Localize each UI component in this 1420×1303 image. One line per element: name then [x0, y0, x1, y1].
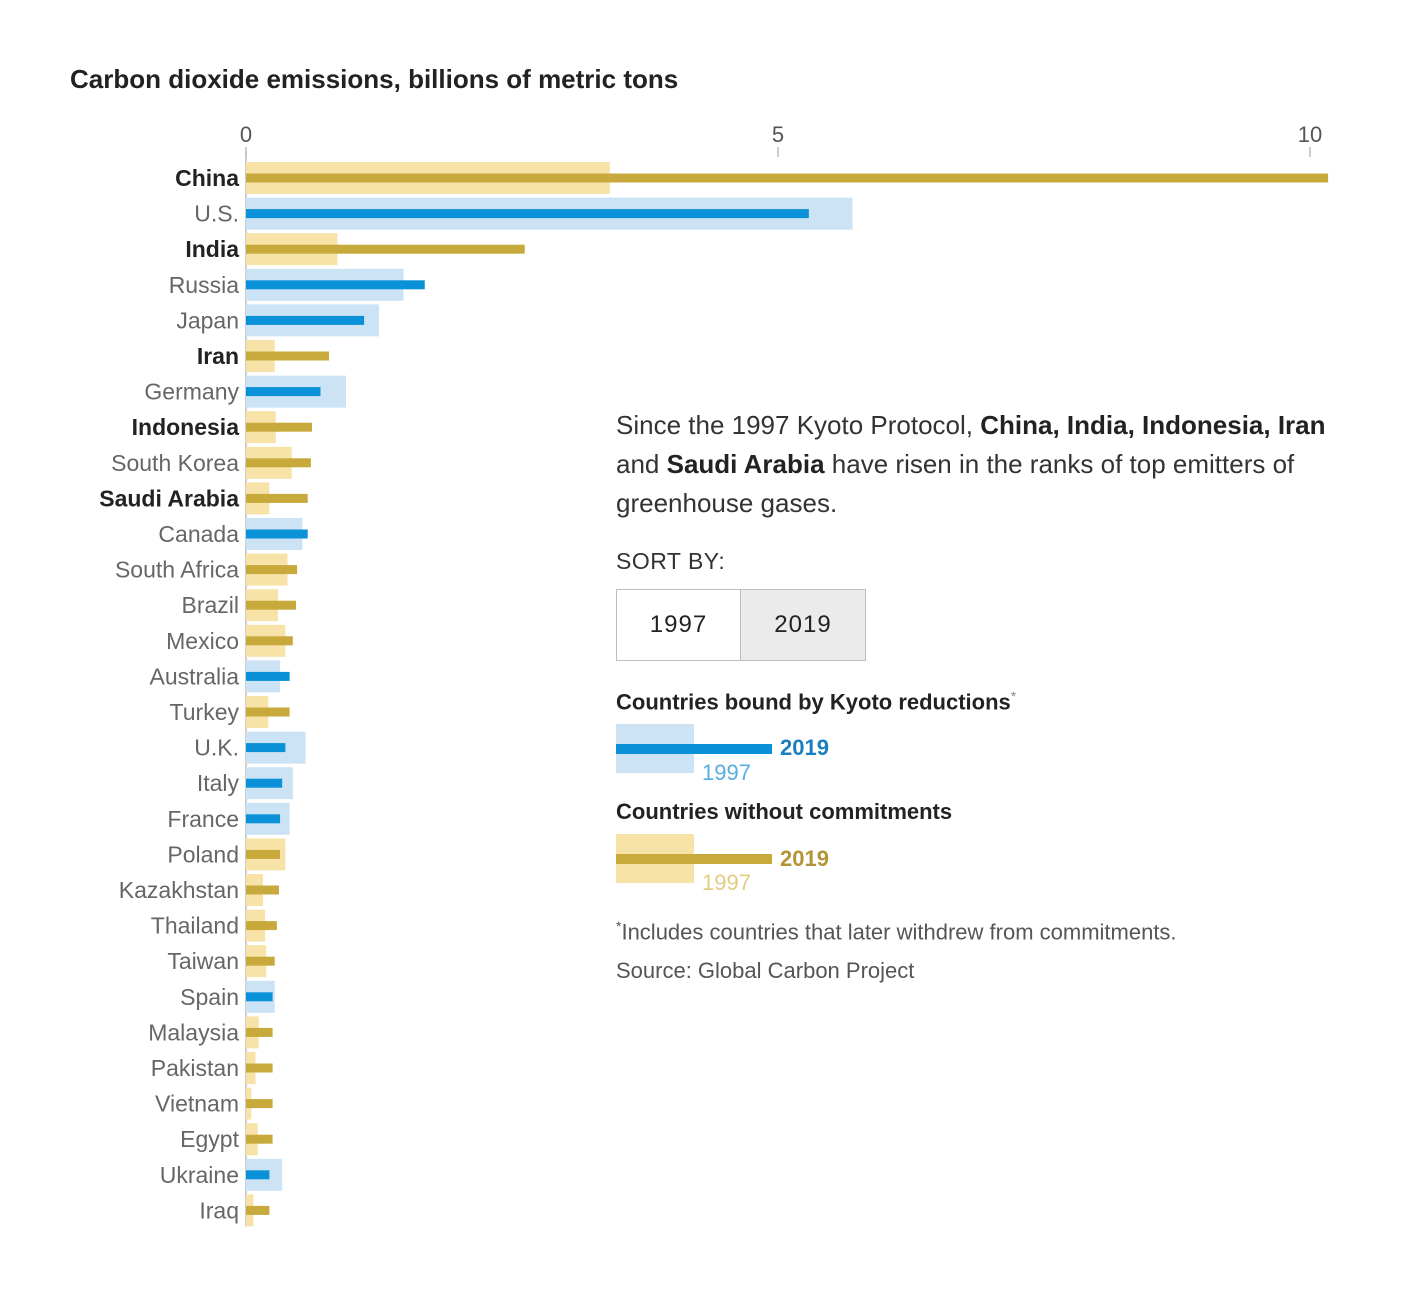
- chart-title: Carbon dioxide emissions, billions of me…: [70, 64, 679, 94]
- bar-2019-spain: [246, 992, 273, 1002]
- country-label-poland: Poland: [167, 841, 239, 867]
- footnote: *Includes countries that later withdrew …: [616, 918, 1177, 945]
- country-label-south-africa: South Africa: [115, 557, 239, 583]
- country-label-japan: Japan: [176, 307, 239, 333]
- footnote-text: Includes countries that later withdrew f…: [621, 919, 1177, 945]
- country-label-pakistan: Pakistan: [151, 1055, 239, 1081]
- bar-2019-kazakhstan: [246, 885, 279, 895]
- bar-2019-italy: [246, 778, 283, 788]
- description-bold-2: Saudi Arabia: [666, 449, 825, 479]
- country-label-brazil: Brazil: [181, 592, 239, 618]
- bar-2019-france: [246, 814, 281, 824]
- bar-2019-india: [246, 244, 525, 254]
- country-label-indonesia: Indonesia: [132, 414, 240, 440]
- bar-2019-iraq: [246, 1205, 270, 1215]
- x-tick-label-5: 5: [772, 122, 784, 147]
- bar-2019-pakistan: [246, 1063, 273, 1073]
- bar-2019-egypt: [246, 1134, 273, 1144]
- legend-bound-swatch: [616, 724, 772, 773]
- bar-2019-australia: [246, 671, 290, 681]
- country-label-u-s: U.S.: [194, 201, 239, 227]
- country-label-u-k: U.K.: [194, 735, 239, 761]
- sort-2019-button[interactable]: 2019: [741, 589, 866, 661]
- bar-2019-poland: [246, 849, 281, 859]
- country-label-germany: Germany: [144, 379, 239, 405]
- bar-2019-china: [246, 173, 1329, 183]
- sort-1997-button[interactable]: 1997: [616, 589, 741, 661]
- country-label-france: France: [167, 806, 239, 832]
- sort-label: SORT BY:: [616, 548, 726, 574]
- description-text-3: have risen in the ranks of top emitters …: [616, 449, 1295, 518]
- country-label-egypt: Egypt: [180, 1126, 239, 1152]
- legend-bound-2019-bar: [616, 744, 772, 754]
- bar-2019-iran: [246, 351, 329, 361]
- bar-2019-u-s: [246, 209, 809, 219]
- legend-without-2019-label: 2019: [780, 846, 829, 871]
- country-label-south-korea: South Korea: [111, 450, 239, 476]
- bar-2019-u-k: [246, 743, 286, 753]
- bar-2019-south-korea: [246, 458, 311, 468]
- country-label-spain: Spain: [180, 984, 239, 1010]
- description-bold-1: China, India, Indonesia, Iran: [980, 410, 1326, 440]
- bar-2019-turkey: [246, 707, 290, 717]
- legend-without-2019-bar: [616, 854, 772, 864]
- country-label-malaysia: Malaysia: [148, 1019, 239, 1045]
- bar-2019-vietnam: [246, 1099, 273, 1109]
- country-label-australia: Australia: [150, 663, 240, 689]
- country-label-china: China: [175, 165, 239, 191]
- bar-2019-malaysia: [246, 1027, 273, 1037]
- legend-bound-title: Countries bound by Kyoto reductions*: [616, 688, 1016, 715]
- legend-bound-1997-label: 1997: [702, 760, 751, 785]
- footnote-marker: *: [616, 918, 622, 934]
- bar-2019-saudi-arabia: [246, 493, 308, 503]
- source-note: Source: Global Carbon Project: [616, 958, 915, 983]
- country-label-thailand: Thailand: [151, 913, 239, 939]
- legend-bound-marker: *: [1010, 688, 1017, 704]
- bar-2019-indonesia: [246, 422, 312, 432]
- country-label-italy: Italy: [197, 770, 240, 796]
- bar-2019-south-africa: [246, 565, 298, 575]
- bar-2019-thailand: [246, 921, 277, 931]
- x-tick-label-0: 0: [240, 122, 252, 147]
- bar-2019-mexico: [246, 636, 293, 646]
- x-tick-label-10: 10: [1298, 122, 1322, 147]
- description-text-1: Since the 1997 Kyoto Protocol,: [616, 410, 981, 440]
- country-label-iran: Iran: [197, 343, 239, 369]
- bar-2019-taiwan: [246, 956, 275, 966]
- country-label-ukraine: Ukraine: [160, 1162, 239, 1188]
- legend-bound-2019-label: 2019: [780, 735, 829, 760]
- bar-2019-canada: [246, 529, 308, 539]
- country-label-kazakhstan: Kazakhstan: [119, 877, 239, 903]
- bar-2019-russia: [246, 280, 425, 290]
- country-label-saudi-arabia: Saudi Arabia: [99, 485, 239, 511]
- sort-toggle: 1997 2019: [616, 589, 866, 661]
- legend-without-title: Countries without commitments: [616, 799, 953, 824]
- country-label-india: India: [185, 236, 239, 262]
- bar-2019-brazil: [246, 600, 297, 610]
- country-label-taiwan: Taiwan: [167, 948, 239, 974]
- bar-2019-japan: [246, 315, 365, 325]
- bar-2019-germany: [246, 387, 321, 397]
- country-label-canada: Canada: [158, 521, 239, 547]
- legend-bound-title-text: Countries bound by Kyoto reductions: [616, 689, 1011, 715]
- country-label-iraq: Iraq: [199, 1197, 239, 1223]
- legend-without-swatch: [616, 834, 772, 883]
- description-text-2: and: [616, 449, 667, 479]
- bar-2019-ukraine: [246, 1170, 270, 1180]
- country-label-turkey: Turkey: [170, 699, 240, 725]
- legend-without-1997-label: 1997: [702, 870, 751, 895]
- country-label-vietnam: Vietnam: [155, 1091, 239, 1117]
- country-label-russia: Russia: [169, 272, 240, 298]
- country-label-mexico: Mexico: [166, 628, 239, 654]
- chart-description: Since the 1997 Kyoto Protocol, China, In…: [616, 406, 1376, 523]
